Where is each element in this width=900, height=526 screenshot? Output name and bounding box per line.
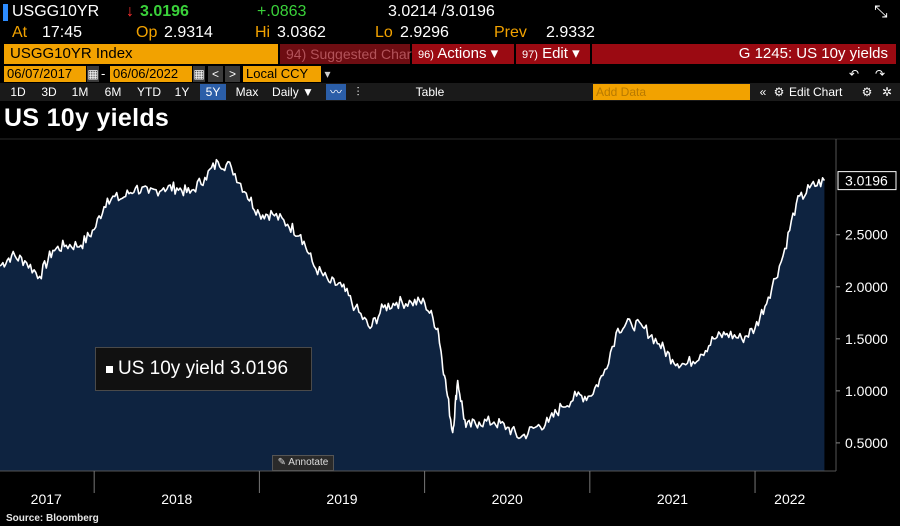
add-data-input[interactable]: Add Data	[593, 84, 750, 100]
open-value: 2.9314	[164, 24, 213, 41]
currency-select[interactable]: Local CCY	[243, 66, 321, 82]
last-price: 3.0196	[140, 3, 189, 20]
end-date-field[interactable]: 06/06/2022	[110, 66, 192, 82]
high-label: Hi	[255, 24, 271, 41]
x-tick-label: 2017	[31, 491, 62, 507]
source-note: Source: Bloomberg	[6, 513, 99, 524]
y-axis-ticks: 0.5000 1.0000 1.5000 2.0000 2.5000	[836, 227, 888, 451]
last-value-label: 3.0196	[845, 173, 888, 189]
annotate-button[interactable]: ✎ Annotate	[272, 455, 334, 471]
chart-toolbar: 1D 3D 1M 6M YTD 1Y 5Y Max Daily ▼ 〰 ⫶ Ta…	[0, 83, 900, 101]
edit-chart-button[interactable]: Edit Chart	[789, 85, 843, 99]
page-title: G 1245: US 10y yields	[592, 44, 896, 64]
x-tick-label: 2021	[657, 491, 688, 507]
edit-label: Edit ▾	[542, 45, 580, 62]
x-tick-label: 2018	[161, 491, 192, 507]
ticker-symbol[interactable]: USGG10YR	[12, 3, 100, 20]
security-field[interactable]: USGG10YR Index	[4, 44, 278, 64]
chart-legend[interactable]: US 10y yield 3.0196	[95, 347, 312, 391]
table-button[interactable]: Table	[415, 85, 445, 99]
last-value-marker: 3.0196	[837, 171, 897, 191]
bid-ask: 3.0214 /3.0196	[388, 3, 495, 20]
range-dash: -	[101, 66, 106, 81]
date-range-row: 06/07/2017 ▦ - 06/06/2022 ▦ < > Local CC…	[0, 66, 900, 83]
start-date-field[interactable]: 06/07/2017	[4, 66, 86, 82]
y-tick-label: 0.5000	[845, 435, 888, 451]
legend-entry: US 10y yield 3.0196	[118, 358, 288, 380]
low-label: Lo	[375, 24, 393, 41]
low-value: 2.9296	[400, 24, 449, 41]
prev-period-icon[interactable]: <	[208, 66, 223, 82]
y-tick-label: 2.0000	[845, 279, 888, 295]
line-chart-icon[interactable]: 〰	[326, 84, 346, 100]
last-value-box	[837, 171, 897, 191]
at-time: 17:45	[42, 24, 83, 41]
suggested-charts-button[interactable]: 94) Suggested Charts	[280, 44, 422, 64]
x-axis-ticks: 2017 2018 2019 2020 2021 2022	[31, 471, 806, 507]
undo-icon[interactable]: ↶	[846, 66, 862, 82]
chart-title: US 10y yields	[4, 104, 170, 132]
yield-area-fill	[0, 159, 825, 471]
period-1m[interactable]: 1M	[71, 85, 89, 99]
yield-series-line	[0, 158, 826, 440]
actions-label: Actions ▾	[437, 45, 499, 62]
legend-label: US 10y yield	[118, 358, 225, 379]
at-label: At	[12, 24, 28, 41]
settings-gear-icon[interactable]: ⚙	[861, 85, 873, 99]
legend-value: 3.0196	[229, 358, 289, 379]
open-label: Op	[136, 24, 158, 41]
period-6m[interactable]: 6M	[104, 85, 122, 99]
y-tick-label: 1.5000	[845, 331, 888, 347]
x-tick-label: 2022	[774, 491, 805, 507]
actions-number: 96)	[418, 49, 434, 61]
next-period-icon[interactable]: >	[225, 66, 240, 82]
candle-icon[interactable]: ⫶	[356, 85, 360, 99]
annotate-label: Annotate	[288, 457, 329, 468]
expand-icon[interactable]: ⤡	[874, 2, 888, 21]
prev-value: 2.9332	[546, 24, 595, 41]
period-3d[interactable]: 3D	[41, 85, 57, 99]
x-tick-label: 2020	[492, 491, 523, 507]
prev-label: Prev	[494, 24, 527, 41]
period-1y[interactable]: 1Y	[174, 85, 190, 99]
legend-swatch	[106, 366, 113, 373]
y-tick-label: 2.5000	[845, 227, 888, 243]
annotate-pencil-icon: ✎	[277, 457, 287, 468]
net-change: +.0863	[257, 3, 307, 20]
security-flag-icon	[3, 4, 8, 21]
high-value: 3.0362	[277, 24, 326, 41]
end-calendar-icon[interactable]: ▦	[193, 66, 205, 82]
x-tick-label: 2019	[326, 491, 357, 507]
start-calendar-icon[interactable]: ▦	[87, 66, 99, 82]
more-options-icon[interactable]: ✲	[881, 85, 893, 99]
stats-row: At 17:45 Op 2.9314 Hi 3.0362 Lo 2.9296 P…	[0, 24, 900, 44]
ticker-row: USGG10YR ↓ 3.0196 +.0863 3.0214 /3.0196 …	[0, 0, 900, 24]
down-arrow-icon: ↓	[126, 3, 134, 20]
menu-bar: USGG10YR Index 94) Suggested Charts 96) …	[0, 44, 900, 64]
edit-chart-gear-icon: ⚙	[773, 85, 785, 99]
currency-chevron-icon[interactable]: ▾	[322, 66, 333, 82]
y-tick-label: 1.0000	[845, 383, 888, 399]
edit-menu[interactable]: 97) Edit ▾	[516, 44, 590, 64]
frequency-select[interactable]: Daily ▼	[272, 85, 314, 99]
redo-icon[interactable]: ↷	[872, 66, 888, 82]
edit-number: 97)	[522, 49, 538, 61]
actions-menu[interactable]: 96) Actions ▾	[412, 44, 514, 64]
period-ytd[interactable]: YTD	[137, 85, 161, 99]
period-5y[interactable]: 5Y	[200, 84, 226, 100]
collapse-icon[interactable]: «	[759, 85, 767, 99]
period-1d[interactable]: 1D	[10, 85, 26, 99]
period-max[interactable]: Max	[235, 85, 259, 99]
